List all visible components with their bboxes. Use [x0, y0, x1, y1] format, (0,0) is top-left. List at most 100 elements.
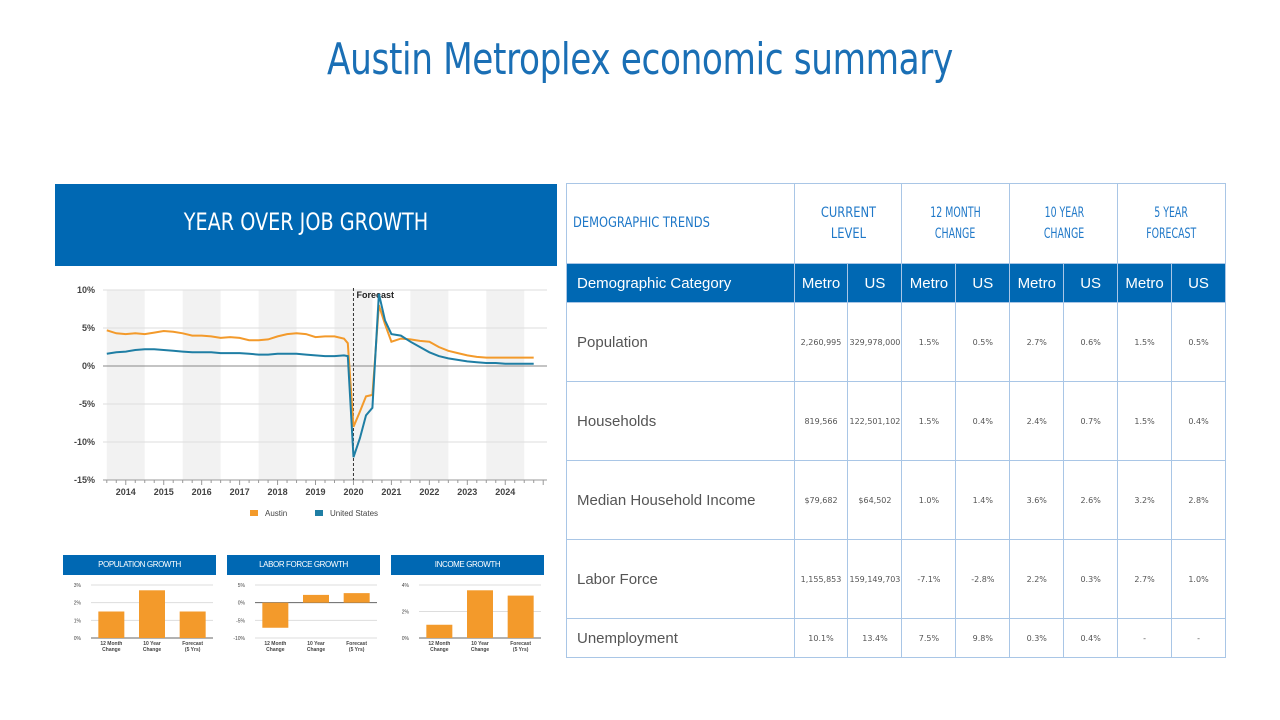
x-tick-label: 2015	[154, 487, 174, 497]
table-cell: 0.7%	[1063, 381, 1119, 461]
twelve-month-change-heading: 12 MONTH CHANGE	[901, 183, 1011, 264]
population-growth-title: POPULATION GROWTH	[63, 555, 216, 575]
x-tick-label: 2020	[343, 487, 363, 497]
x-tick-label: 2021	[381, 487, 401, 497]
column-header: Metro	[793, 263, 849, 303]
category-label: (5 Yrs)	[349, 647, 365, 653]
category-label: Change	[102, 647, 121, 653]
bar	[467, 590, 493, 638]
table-cell: 0.4%	[955, 381, 1011, 461]
y-tick-label: -5%	[79, 399, 95, 409]
x-tick-label: 2024	[495, 487, 515, 497]
y-tick-label: -5%	[236, 618, 245, 624]
five-year-forecast-heading: 5 YEAR FORECAST	[1117, 183, 1226, 264]
table-cell: 1,155,853	[793, 539, 849, 619]
table-cell: -	[1117, 618, 1173, 658]
table-top-header-row: DEMOGRAPHIC TRENDS CURRENT LEVEL 12 MONT…	[566, 183, 1226, 264]
table-cell: 0.5%	[955, 302, 1011, 382]
bar	[98, 611, 125, 638]
table-cell: 0.3%	[1063, 539, 1119, 619]
table-cell: 0.3%	[1009, 618, 1065, 658]
category-label: 12 Month	[100, 641, 122, 647]
table-cell: 1.0%	[1171, 539, 1226, 619]
table-row: Labor Force 1,155,853 159,149,703 -7.1% -2.8…	[566, 539, 1226, 619]
bar	[139, 590, 165, 638]
y-tick-label: 2%	[74, 601, 82, 607]
bar	[507, 595, 534, 638]
legend-swatch	[250, 510, 258, 516]
table-cell: -7.1%	[901, 539, 957, 619]
category-label: Forecast	[510, 641, 531, 647]
y-tick-label: 4%	[402, 583, 410, 589]
table-cell: 1.5%	[901, 302, 957, 382]
y-tick-label: 0%	[74, 636, 82, 642]
table-cell: -2.8%	[955, 539, 1011, 619]
y-tick-label: 0%	[82, 361, 95, 371]
demographic-trends-heading: DEMOGRAPHIC TRENDS	[566, 183, 795, 264]
table-cell: 9.8%	[955, 618, 1011, 658]
bar	[179, 611, 206, 638]
x-tick-label: 2016	[192, 487, 212, 497]
population-growth-panel: POPULATION GROWTH 3% 2% 1% 0% 12 Month Change…	[63, 555, 216, 655]
y-tick-label: 0%	[238, 601, 246, 607]
table-cell: 3.2%	[1117, 460, 1173, 540]
table-cell: 1.5%	[1117, 381, 1173, 461]
table-cell: 2.8%	[1171, 460, 1226, 540]
year-band	[410, 290, 449, 480]
category-label: Change	[266, 647, 285, 653]
category-label: 10 Year	[471, 641, 488, 647]
table-cell: 2.2%	[1009, 539, 1065, 619]
table-cell: 122,501,102	[847, 381, 903, 461]
x-tick-label: 2014	[116, 487, 136, 497]
row-label: Labor Force	[566, 539, 795, 619]
table-row: Unemployment 10.1% 13.4% 7.5% 9.8% 0.3% 0.4% - -	[566, 618, 1226, 658]
y-tick-label: 3%	[74, 583, 82, 589]
legend-swatch	[315, 510, 323, 516]
legend-label: United States	[330, 509, 378, 518]
ten-year-change-heading: 10 YEAR CHANGE	[1009, 183, 1119, 264]
bar	[426, 624, 453, 638]
column-header: US	[1171, 263, 1226, 303]
table-column-header-row: Demographic Category Metro US Metro US M…	[566, 263, 1226, 303]
table-cell: 2.6%	[1063, 460, 1119, 540]
y-tick-label: -10%	[233, 636, 245, 642]
year-band	[486, 290, 525, 480]
column-header: Metro	[1009, 263, 1065, 303]
table-cell: 0.6%	[1063, 302, 1119, 382]
table-row: Households 819,566 122,501,102 1.5% 0.4% 2.4%…	[566, 381, 1226, 461]
category-label: Change	[471, 647, 490, 653]
category-label: Change	[307, 647, 326, 653]
table-cell: -	[1171, 618, 1226, 658]
category-label: Forecast	[182, 641, 203, 647]
income-growth-panel: INCOME GROWTH 4% 2% 0% 12 Month Change 10 Yea…	[391, 555, 544, 655]
forecast-label: Forecast	[356, 290, 394, 300]
table-row: Population 2,260,995 329,978,000 1.5% 0.5% 2.…	[566, 302, 1226, 382]
column-header: US	[955, 263, 1011, 303]
table-cell: $79,682	[793, 460, 849, 540]
table-cell: 7.5%	[901, 618, 957, 658]
y-tick-label: 5%	[82, 323, 95, 333]
y-tick-label: -15%	[74, 475, 95, 485]
table-cell: 1.4%	[955, 460, 1011, 540]
table-cell: 1.5%	[1117, 302, 1173, 382]
category-label: (5 Yrs)	[513, 647, 529, 653]
category-label: 10 Year	[143, 641, 160, 647]
table-cell: 2.4%	[1009, 381, 1065, 461]
row-label: Households	[566, 381, 795, 461]
row-label: Median Household Income	[566, 460, 795, 540]
table-cell: 2,260,995	[793, 302, 849, 382]
x-tick-label: 2017	[230, 487, 250, 497]
y-tick-label: 0%	[402, 636, 410, 642]
table-body: Population 2,260,995 329,978,000 1.5% 0.5% 2.…	[566, 302, 1226, 658]
table-cell: 1.0%	[901, 460, 957, 540]
legend-label: Austin	[265, 509, 287, 518]
y-tick-label: 10%	[77, 285, 95, 295]
table-cell: 0.5%	[1171, 302, 1226, 382]
job-growth-chart: 10% 5% 0% -5% -10% -15% 2014 2015 2016 2017 2018 20…	[74, 285, 547, 518]
x-tick-label: 2019	[305, 487, 325, 497]
bar	[262, 602, 289, 628]
y-tick-label: 2%	[402, 610, 410, 616]
